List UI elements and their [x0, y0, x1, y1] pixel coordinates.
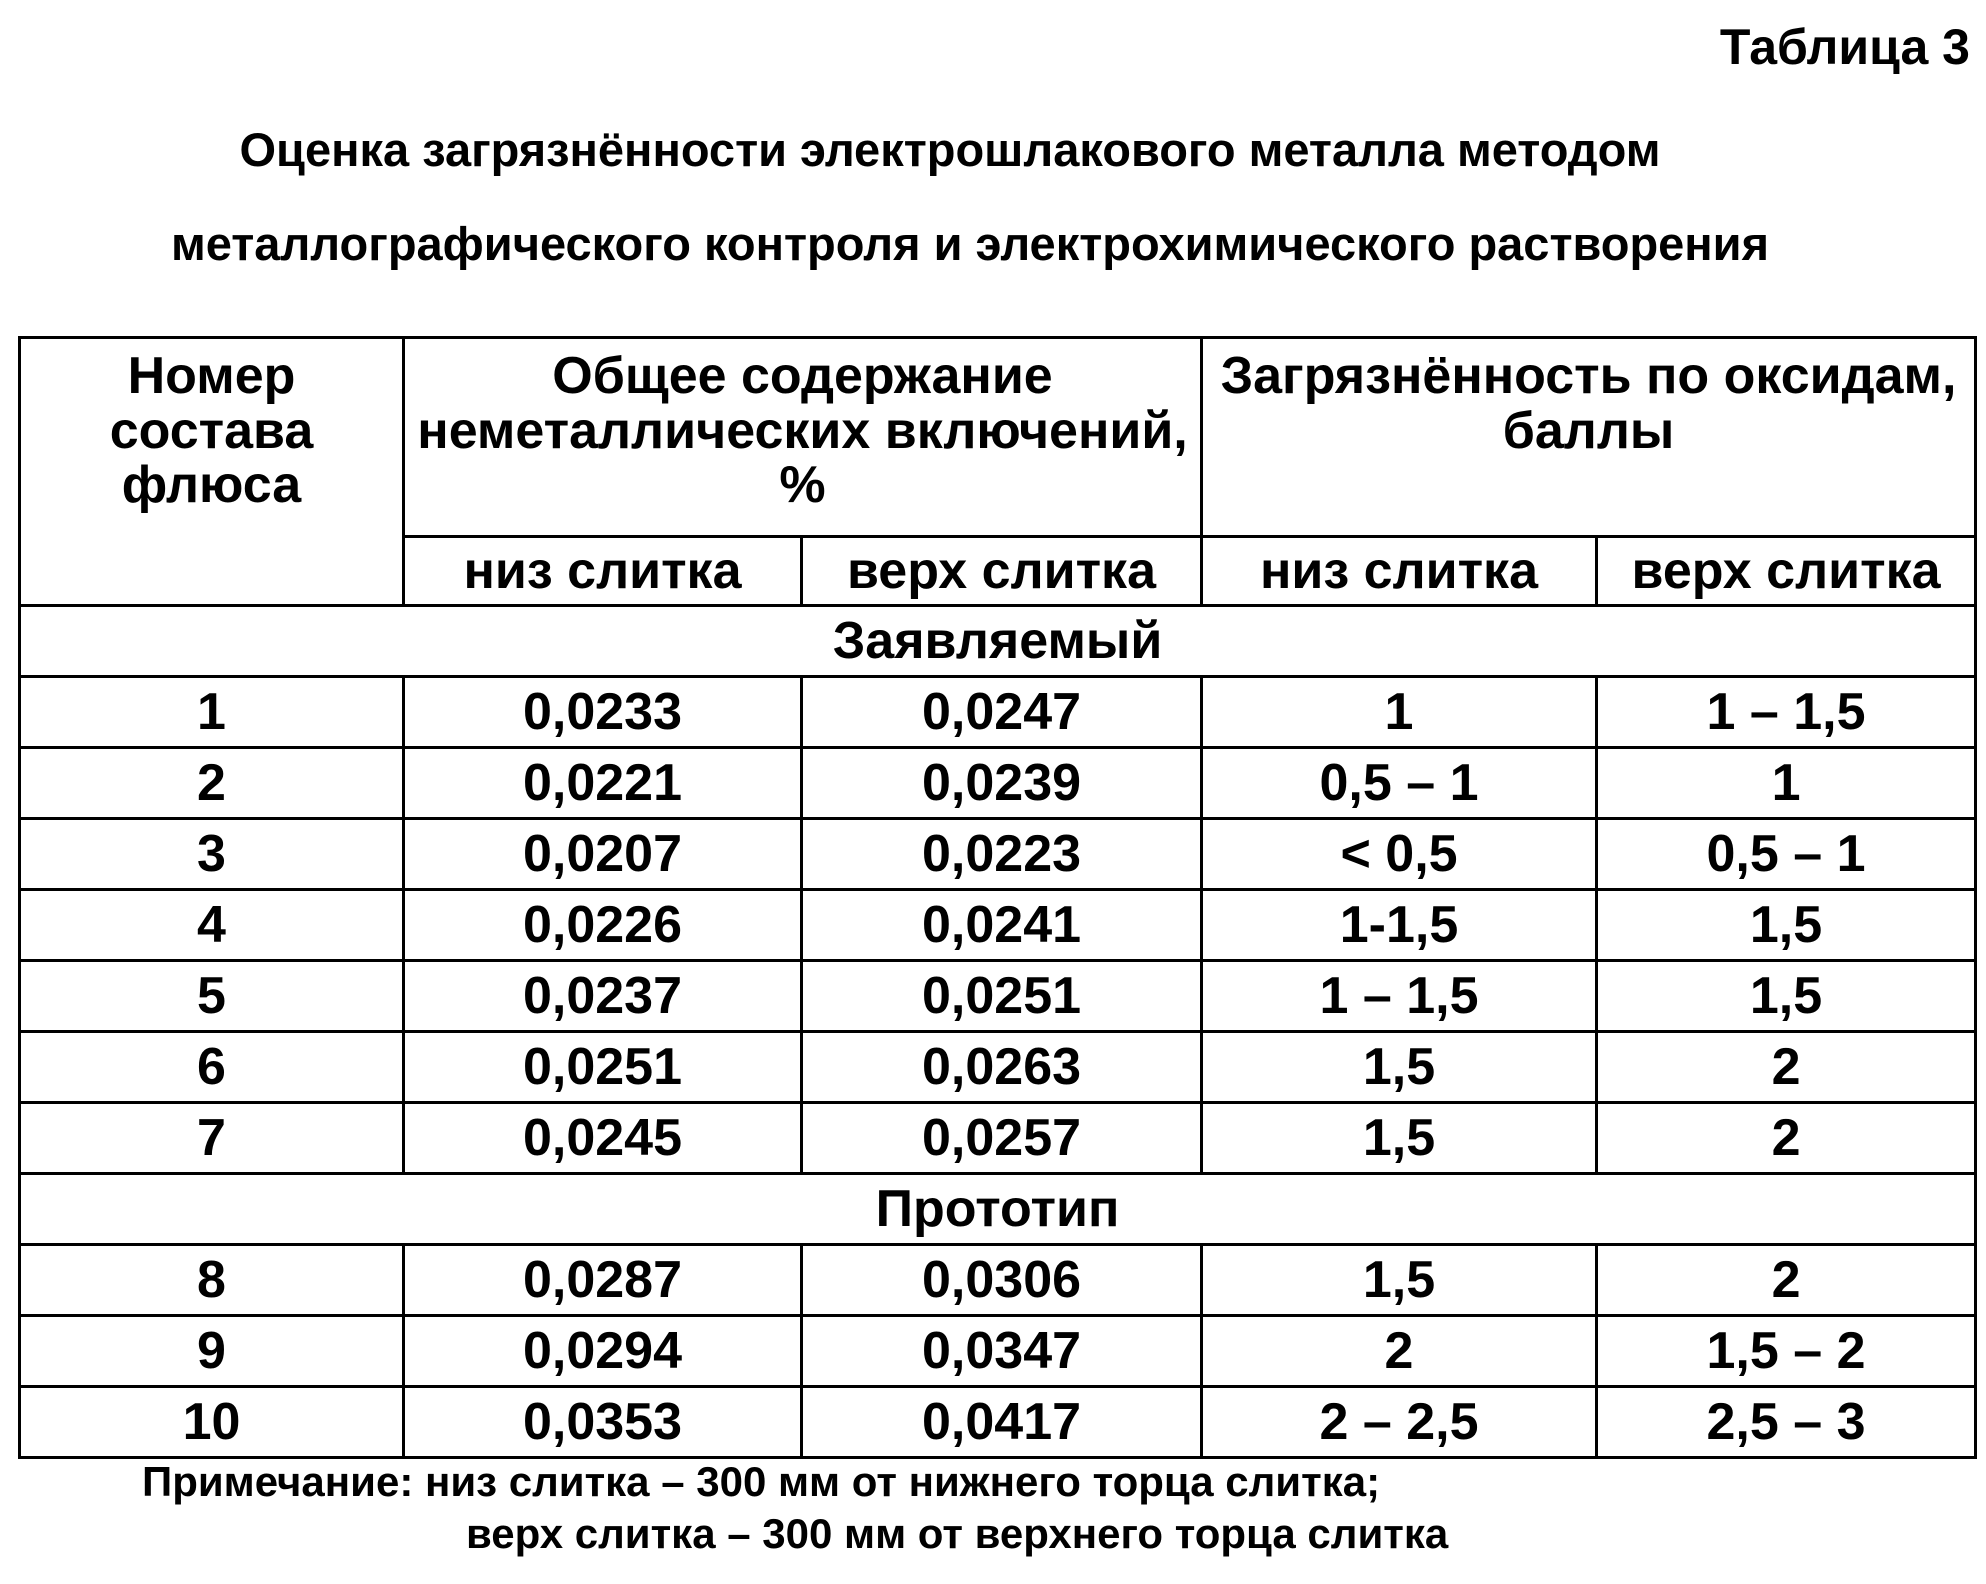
table-cell: 0,0207 [404, 819, 802, 890]
table-cell: 2 [1597, 1032, 1976, 1103]
table-cell: 1 – 1,5 [1597, 677, 1976, 748]
table-cell: 0,0287 [404, 1245, 802, 1316]
table-cell: 0,0239 [802, 748, 1202, 819]
table-cell: 1,5 [1597, 890, 1976, 961]
table-cell: 6 [20, 1032, 404, 1103]
table-cell: 0,0417 [802, 1387, 1202, 1458]
table-cell: 2 [1597, 1103, 1976, 1174]
table-row: 40,02260,02411-1,51,5 [20, 890, 1976, 961]
table-cell: 8 [20, 1245, 404, 1316]
table-cell: 0,0241 [802, 890, 1202, 961]
table-cell: 2 [1202, 1316, 1597, 1387]
table-cell: 2 [1597, 1245, 1976, 1316]
table-row: 30,02070,0223< 0,50,5 – 1 [20, 819, 1976, 890]
table-cell: 0,0251 [802, 961, 1202, 1032]
table-cell: 3 [20, 819, 404, 890]
section-row: Заявляемый [20, 606, 1976, 677]
table-cell: 1 [1597, 748, 1976, 819]
table-cell: 1,5 [1202, 1032, 1597, 1103]
subheader: верх слитка [1597, 537, 1976, 606]
table-cell: 10 [20, 1387, 404, 1458]
table-cell: 0,0223 [802, 819, 1202, 890]
table-cell: 0,5 – 1 [1202, 748, 1597, 819]
table-row: 90,02940,034721,5 – 2 [20, 1316, 1976, 1387]
table-row: 20,02210,02390,5 – 11 [20, 748, 1976, 819]
header-oxides: Загрязнённость по оксидам, баллы [1202, 338, 1976, 537]
table-cell: 0,0226 [404, 890, 802, 961]
table-cell: 0,0353 [404, 1387, 802, 1458]
section-row: Прототип [20, 1174, 1976, 1245]
table-cell: 0,0233 [404, 677, 802, 748]
table-row: 60,02510,02631,52 [20, 1032, 1976, 1103]
table-cell: 2 [20, 748, 404, 819]
table-cell: 2 – 2,5 [1202, 1387, 1597, 1458]
table-cell: 0,0237 [404, 961, 802, 1032]
table-cell: 0,0257 [802, 1103, 1202, 1174]
table-cell: 0,0245 [404, 1103, 802, 1174]
table-cell: 0,0247 [802, 677, 1202, 748]
header-inclusions: Общее содержание неметаллических включен… [404, 338, 1202, 537]
table-row: 70,02450,02571,52 [20, 1103, 1976, 1174]
table-cell: < 0,5 [1202, 819, 1597, 890]
table-cell: 2,5 – 3 [1597, 1387, 1976, 1458]
title-line-1: Оценка загрязнённости электрошлакового м… [0, 122, 1900, 177]
note-line-2: верх слитка – 300 мм от верхнего торца с… [466, 1510, 1448, 1558]
table-number: Таблица 3 [1720, 18, 1970, 76]
table-cell: 1,5 [1202, 1245, 1597, 1316]
table-cell: 7 [20, 1103, 404, 1174]
table-row: 80,02870,03061,52 [20, 1245, 1976, 1316]
table-cell: 1,5 – 2 [1597, 1316, 1976, 1387]
section-label: Заявляемый [20, 606, 1976, 677]
table-cell: 1 [20, 677, 404, 748]
table-cell: 4 [20, 890, 404, 961]
table-cell: 0,0221 [404, 748, 802, 819]
table-cell: 5 [20, 961, 404, 1032]
table-cell: 0,0251 [404, 1032, 802, 1103]
subheader: низ слитка [404, 537, 802, 606]
table-cell: 0,0347 [802, 1316, 1202, 1387]
table-cell: 1 [1202, 677, 1597, 748]
section-label: Прототип [20, 1174, 1976, 1245]
table-row: 10,02330,024711 – 1,5 [20, 677, 1976, 748]
table-cell: 1-1,5 [1202, 890, 1597, 961]
table-cell: 0,0306 [802, 1245, 1202, 1316]
note-line-1: Примечание: низ слитка – 300 мм от нижне… [142, 1458, 1380, 1506]
table-cell: 9 [20, 1316, 404, 1387]
data-table: Номер состава флюса Общее содержание нем… [18, 336, 1977, 1459]
subheader: верх слитка [802, 537, 1202, 606]
table-row: 100,03530,04172 – 2,52,5 – 3 [20, 1387, 1976, 1458]
header-flux-number: Номер состава флюса [20, 338, 404, 606]
table-cell: 1,5 [1202, 1103, 1597, 1174]
table-cell: 1 – 1,5 [1202, 961, 1597, 1032]
table-cell: 0,0294 [404, 1316, 802, 1387]
table-cell: 0,5 – 1 [1597, 819, 1976, 890]
subheader: низ слитка [1202, 537, 1597, 606]
table-cell: 1,5 [1597, 961, 1976, 1032]
title-line-2: металлографического контроля и электрохи… [20, 216, 1920, 271]
table-cell: 0,0263 [802, 1032, 1202, 1103]
table-row: 50,02370,02511 – 1,51,5 [20, 961, 1976, 1032]
